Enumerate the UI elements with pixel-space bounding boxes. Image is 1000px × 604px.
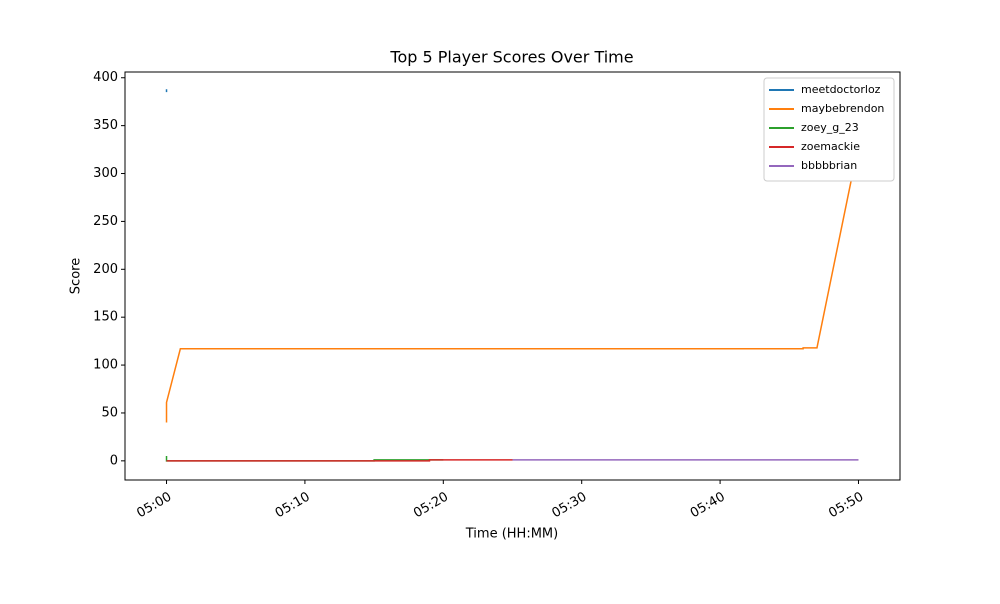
plot-frame xyxy=(124,71,901,481)
legend-label: meetdoctorloz xyxy=(801,83,881,96)
series-line xyxy=(165,144,860,423)
y-tick-label: 150 xyxy=(93,310,118,325)
y-tick-label: 50 xyxy=(101,405,118,420)
legend-label: zoey_g_23 xyxy=(801,121,859,134)
x-axis-label: Time (HH:MM) xyxy=(465,527,558,542)
y-tick-label: 0 xyxy=(110,453,118,468)
y-tick-label: 400 xyxy=(93,70,118,85)
y-tick-label: 200 xyxy=(93,262,118,277)
legend-label: bbbbbrian xyxy=(801,159,857,172)
series-line xyxy=(166,459,513,462)
legend-label: zoemackie xyxy=(801,140,860,153)
y-tick-label: 350 xyxy=(93,118,118,133)
legend-label: maybebrendon xyxy=(801,102,884,115)
y-tick-label: 100 xyxy=(93,358,118,373)
y-axis-label: Score xyxy=(69,258,84,294)
y-tick-label: 250 xyxy=(93,214,118,229)
y-tick-label: 300 xyxy=(93,166,118,181)
chart-title: Top 5 Player Scores Over Time xyxy=(389,48,633,67)
legend-box xyxy=(763,77,895,182)
